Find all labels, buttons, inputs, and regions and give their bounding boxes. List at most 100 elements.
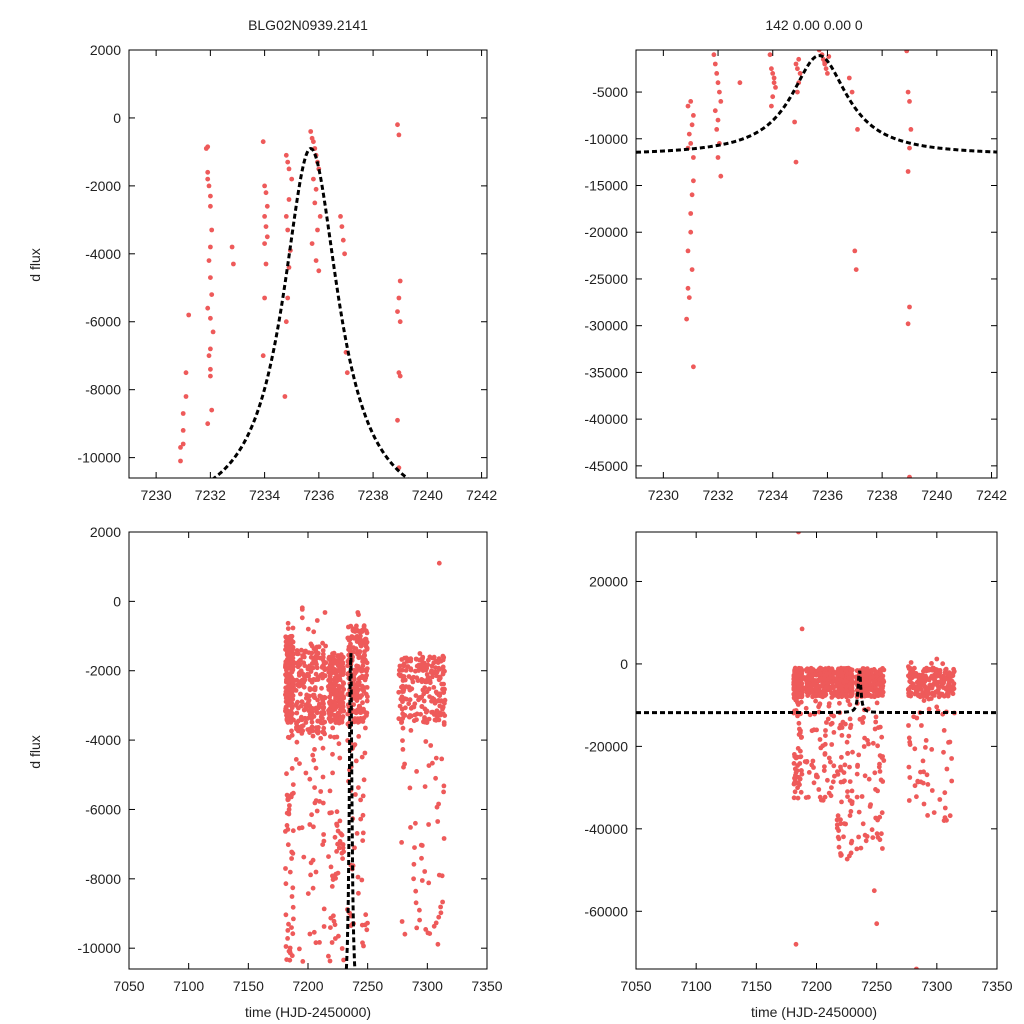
data-point — [326, 707, 332, 713]
data-point — [799, 626, 805, 632]
data-point — [849, 788, 855, 794]
data-point — [433, 689, 439, 695]
data-point — [287, 950, 293, 956]
data-point — [291, 790, 296, 796]
data-point — [429, 668, 434, 673]
data-point — [691, 178, 696, 184]
data-point — [413, 693, 419, 698]
y-tick-label: -6000 — [85, 314, 121, 330]
data-point — [338, 654, 344, 660]
data-point — [327, 958, 333, 964]
y-tick-label: 2000 — [90, 42, 121, 58]
data-point — [286, 645, 292, 651]
data-point — [323, 643, 328, 649]
data-point — [183, 370, 189, 376]
data-point — [917, 672, 922, 678]
panel-bottom-left-frame — [128, 531, 488, 970]
data-point — [831, 679, 836, 685]
data-point — [295, 724, 301, 730]
data-point — [791, 695, 797, 701]
data-point — [264, 203, 270, 209]
data-point — [317, 214, 323, 219]
data-point — [365, 694, 370, 700]
data-point — [911, 670, 916, 675]
data-point — [856, 809, 862, 815]
data-point — [315, 718, 321, 724]
data-point — [795, 66, 800, 72]
data-point — [180, 411, 186, 416]
data-point — [299, 699, 305, 705]
data-point — [870, 681, 876, 687]
data-point — [208, 244, 213, 250]
data-point — [416, 697, 421, 703]
data-point — [425, 674, 431, 680]
data-point — [303, 648, 308, 654]
data-point — [831, 763, 837, 769]
data-point — [402, 761, 407, 767]
data-point — [427, 694, 432, 699]
data-point — [848, 809, 854, 814]
data-point — [946, 672, 951, 678]
data-point — [689, 192, 695, 198]
data-point — [311, 677, 317, 682]
data-point — [817, 665, 823, 671]
data-point — [424, 689, 430, 695]
data-point — [798, 748, 803, 754]
y-tick-label: -4000 — [85, 246, 121, 262]
data-point — [285, 295, 291, 301]
data-point — [715, 80, 721, 86]
data-point — [339, 850, 345, 856]
data-point — [877, 814, 883, 820]
data-point — [341, 666, 346, 672]
data-point — [685, 285, 691, 291]
data-point — [419, 694, 425, 700]
data-point — [912, 691, 918, 697]
data-point — [326, 953, 331, 959]
data-point — [321, 906, 327, 912]
data-point — [308, 654, 314, 660]
data-point — [263, 224, 269, 230]
y-tick-label: 2000 — [90, 524, 121, 540]
data-point — [395, 122, 400, 128]
y-tick-label: -20000 — [584, 738, 628, 754]
data-point — [940, 661, 946, 667]
data-point — [715, 117, 721, 123]
x-tick-label: 7100 — [681, 978, 712, 994]
data-point — [912, 783, 918, 789]
data-point — [229, 244, 235, 250]
data-point — [826, 755, 832, 761]
data-point — [823, 733, 828, 738]
data-point — [205, 169, 211, 175]
data-point — [320, 651, 326, 657]
data-point — [821, 768, 827, 773]
data-point — [396, 716, 402, 722]
data-point — [838, 821, 843, 827]
data-point — [286, 166, 292, 172]
data-point — [397, 278, 403, 284]
data-point — [430, 709, 435, 715]
data-point — [314, 808, 320, 814]
data-point — [847, 702, 853, 708]
data-point — [904, 50, 910, 54]
data-point — [427, 680, 433, 686]
data-point — [718, 173, 724, 179]
data-point — [793, 941, 799, 947]
data-point — [860, 720, 866, 725]
data-point — [836, 828, 841, 833]
data-point — [308, 669, 314, 674]
data-point — [180, 441, 186, 447]
data-point — [289, 925, 294, 930]
data-point — [330, 707, 336, 713]
data-point — [422, 685, 428, 691]
data-point — [401, 689, 406, 694]
data-point — [436, 872, 442, 878]
x-tick-label: 7230 — [648, 487, 679, 503]
data-point — [422, 784, 428, 789]
model-curve — [211, 146, 410, 478]
data-point — [310, 733, 316, 739]
data-point — [873, 815, 879, 821]
data-point — [440, 653, 446, 659]
data-point — [299, 605, 305, 611]
data-point — [870, 835, 876, 840]
data-point — [951, 666, 956, 672]
